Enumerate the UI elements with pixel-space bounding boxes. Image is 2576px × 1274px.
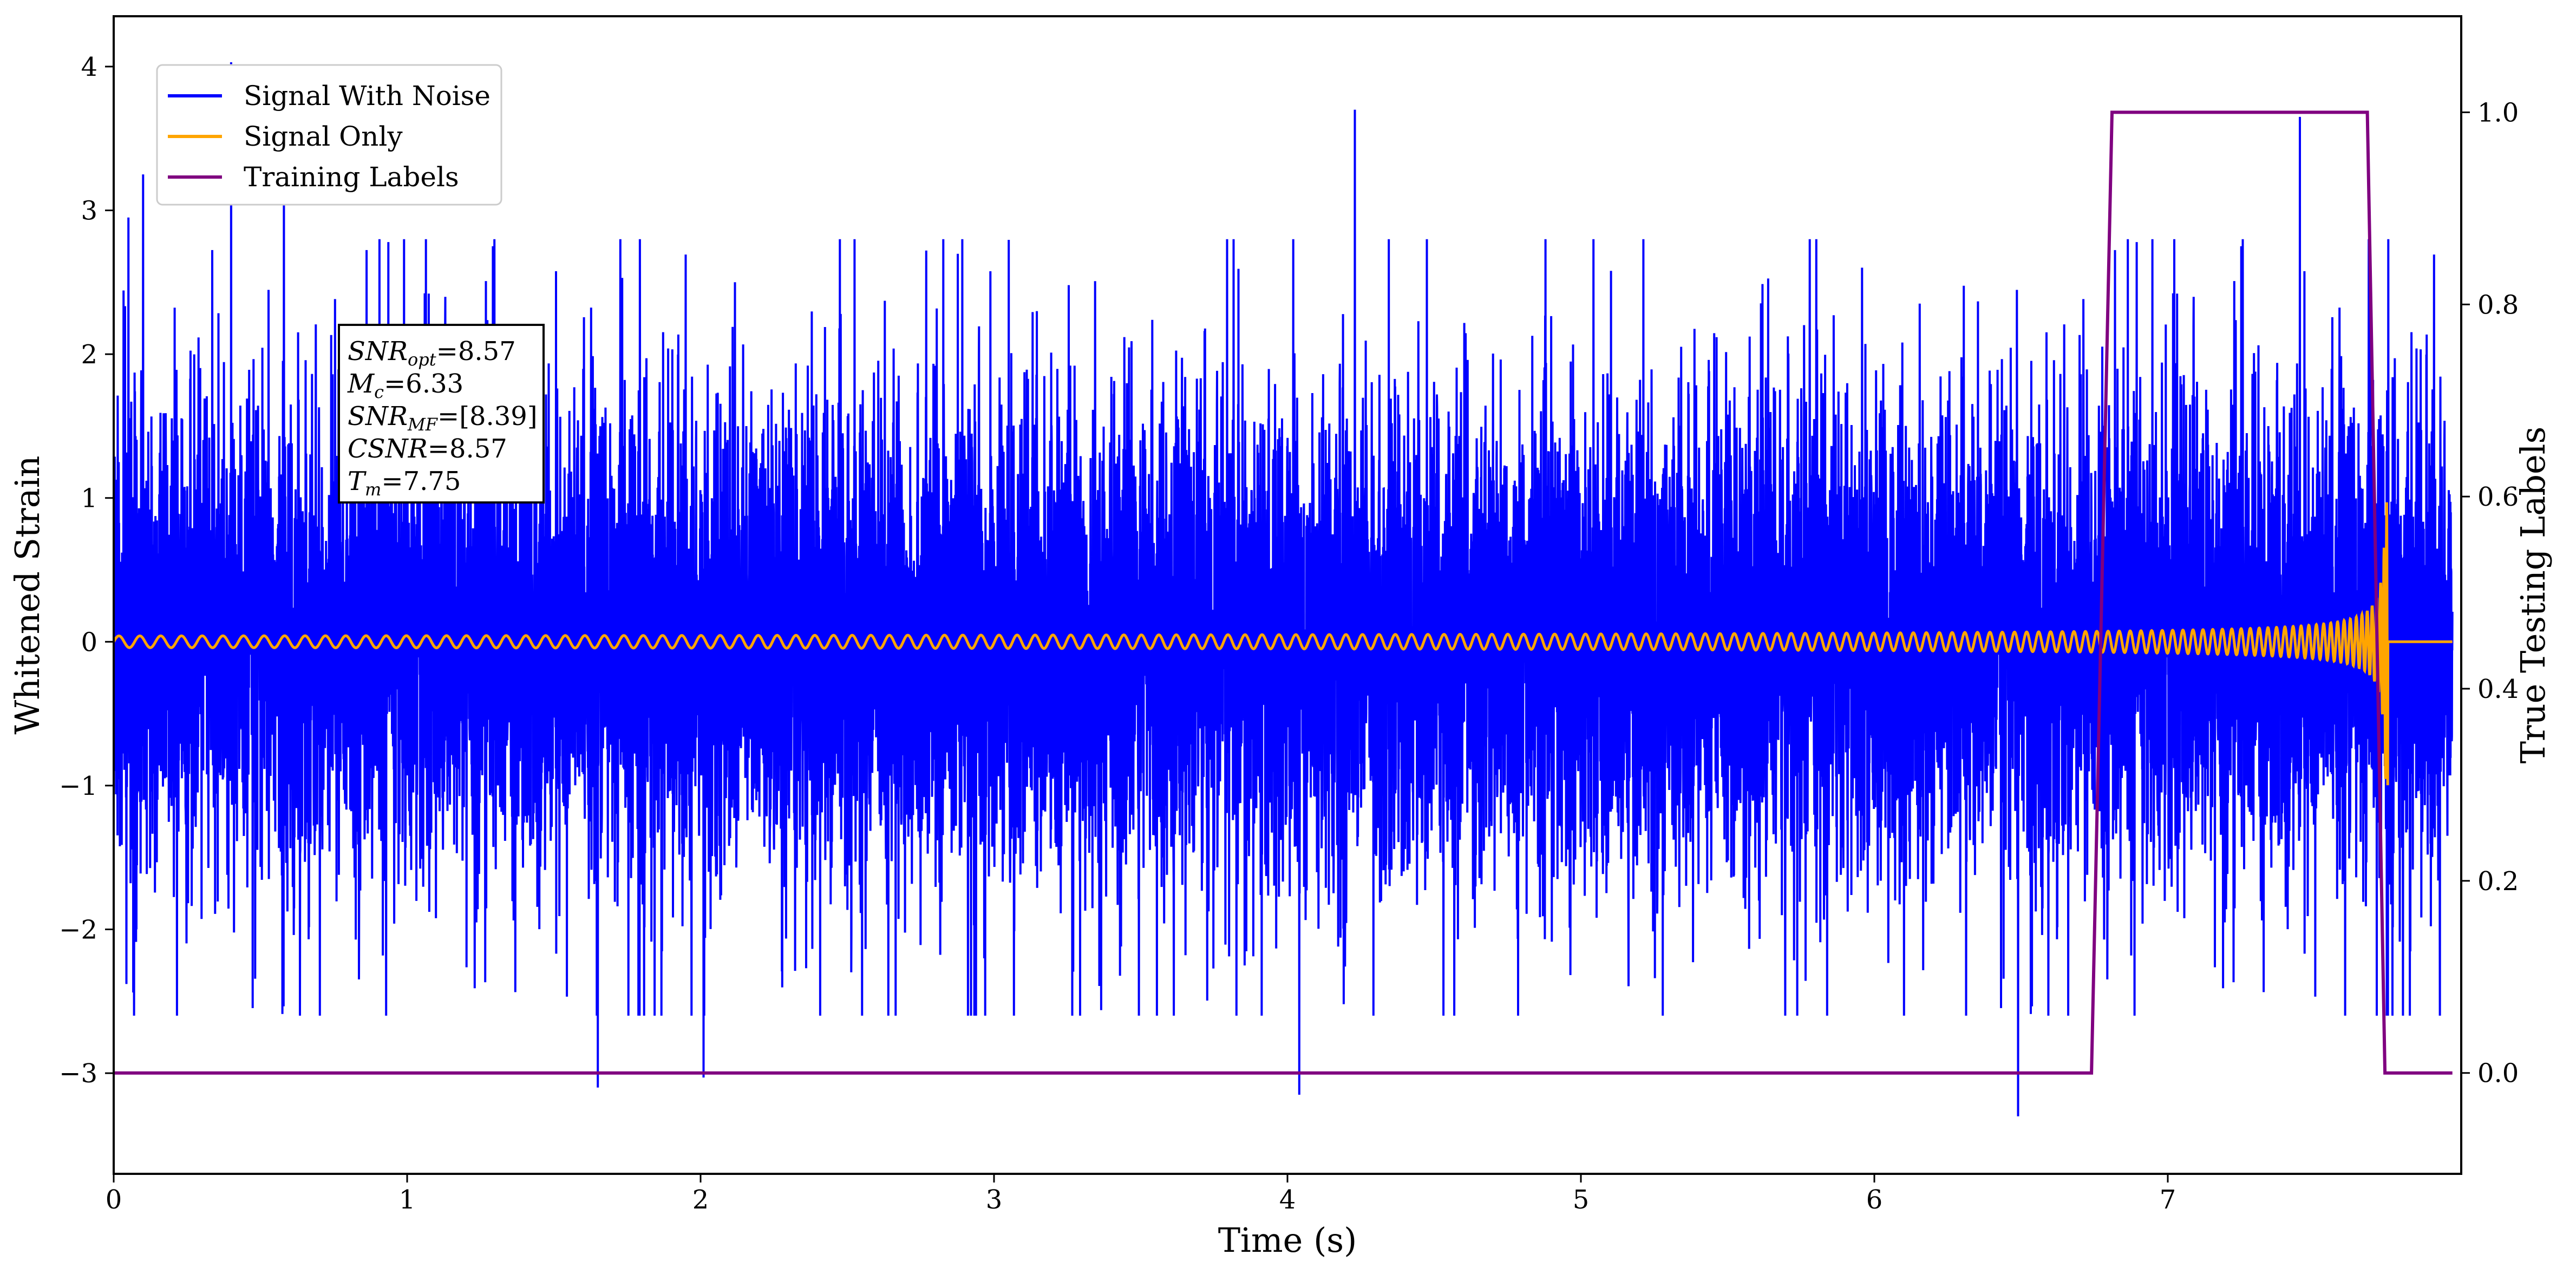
signal-only-series — [114, 502, 2453, 786]
annotation-value: =6.33 — [384, 369, 463, 399]
legend-box — [156, 64, 502, 206]
y-tick-label: −1 — [59, 771, 97, 801]
annotation-value: =8.57 — [436, 336, 516, 367]
x-axis-label: Time (s) — [1218, 1220, 1357, 1260]
y-right-tick-label: 0.6 — [2477, 482, 2519, 512]
y-tick-label: −2 — [59, 914, 97, 945]
metrics-annotation: SNRopt=8.57Mc=6.33SNRMF=[8.39]CSNR=8.57T… — [338, 324, 545, 504]
legend-label-signal: Signal Only — [244, 121, 403, 152]
annotation-symbol: T — [348, 466, 367, 496]
annotation-symbol: SNR — [348, 336, 408, 367]
x-tick-label: 4 — [1279, 1185, 1296, 1215]
training-labels-line — [114, 110, 2453, 1075]
axis-ticks: 0 1 2 3 4 5 6 7 −3 −2 −1 0 1 2 3 4 0.0 0.2 0.4 0.6 0.8 1.0 — [59, 52, 2519, 1215]
x-tick-label: 1 — [399, 1185, 416, 1215]
y-right-tick-label: 0.0 — [2477, 1059, 2519, 1089]
annotation-box — [338, 324, 545, 504]
y-tick-label: 3 — [81, 196, 97, 226]
x-tick-label: 7 — [2160, 1185, 2176, 1215]
y-tick-label: −3 — [59, 1059, 97, 1089]
annotation-value: =[8.39] — [437, 401, 538, 432]
x-tick-label: 0 — [106, 1185, 122, 1215]
legend: Signal With Noise Signal Only Training L… — [156, 64, 502, 206]
annotation-subscript: c — [374, 382, 384, 402]
x-tick-label: 3 — [986, 1185, 1003, 1215]
annotation-symbol: SNR — [348, 401, 408, 432]
annotation-symbol: CSNR — [348, 434, 428, 464]
annotation-value: =7.75 — [381, 466, 461, 496]
annotation-line: Mc=6.33 — [347, 369, 463, 402]
x-tick-label: 6 — [1866, 1185, 1883, 1215]
y-right-tick-label: 0.2 — [2477, 866, 2519, 897]
annotation-symbol: M — [347, 369, 375, 399]
annotation-subscript: m — [365, 479, 381, 500]
y-right-tick-label: 0.8 — [2477, 290, 2519, 320]
annotation-subscript: MF — [407, 414, 439, 435]
y-axis-label: Whitened Strain — [8, 456, 47, 735]
signal-only-line — [114, 502, 2453, 786]
y-axis-right-label: True Testing Labels — [2513, 427, 2553, 764]
annotation-line: SNRopt=8.57 — [348, 336, 516, 370]
y-tick-label: 4 — [81, 52, 97, 82]
annotation-line: CSNR=8.57 — [348, 434, 507, 464]
y-right-tick-label: 1.0 — [2477, 97, 2519, 128]
y-tick-label: 2 — [81, 339, 97, 370]
y-tick-label: 1 — [81, 484, 97, 514]
x-tick-label: 5 — [1573, 1185, 1590, 1215]
x-tick-label: 2 — [692, 1185, 709, 1215]
legend-label-labels: Training Labels — [244, 161, 459, 193]
y-right-tick-label: 0.4 — [2477, 674, 2519, 704]
training-labels-series — [114, 110, 2453, 1075]
annotation-subscript: opt — [408, 349, 436, 370]
annotation-line: SNRMF=[8.39] — [348, 401, 538, 435]
legend-label-noise: Signal With Noise — [244, 80, 491, 112]
annotation-value: =8.57 — [428, 434, 507, 464]
annotation-line: Tm=7.75 — [348, 466, 461, 500]
y-tick-label: 0 — [81, 627, 97, 657]
